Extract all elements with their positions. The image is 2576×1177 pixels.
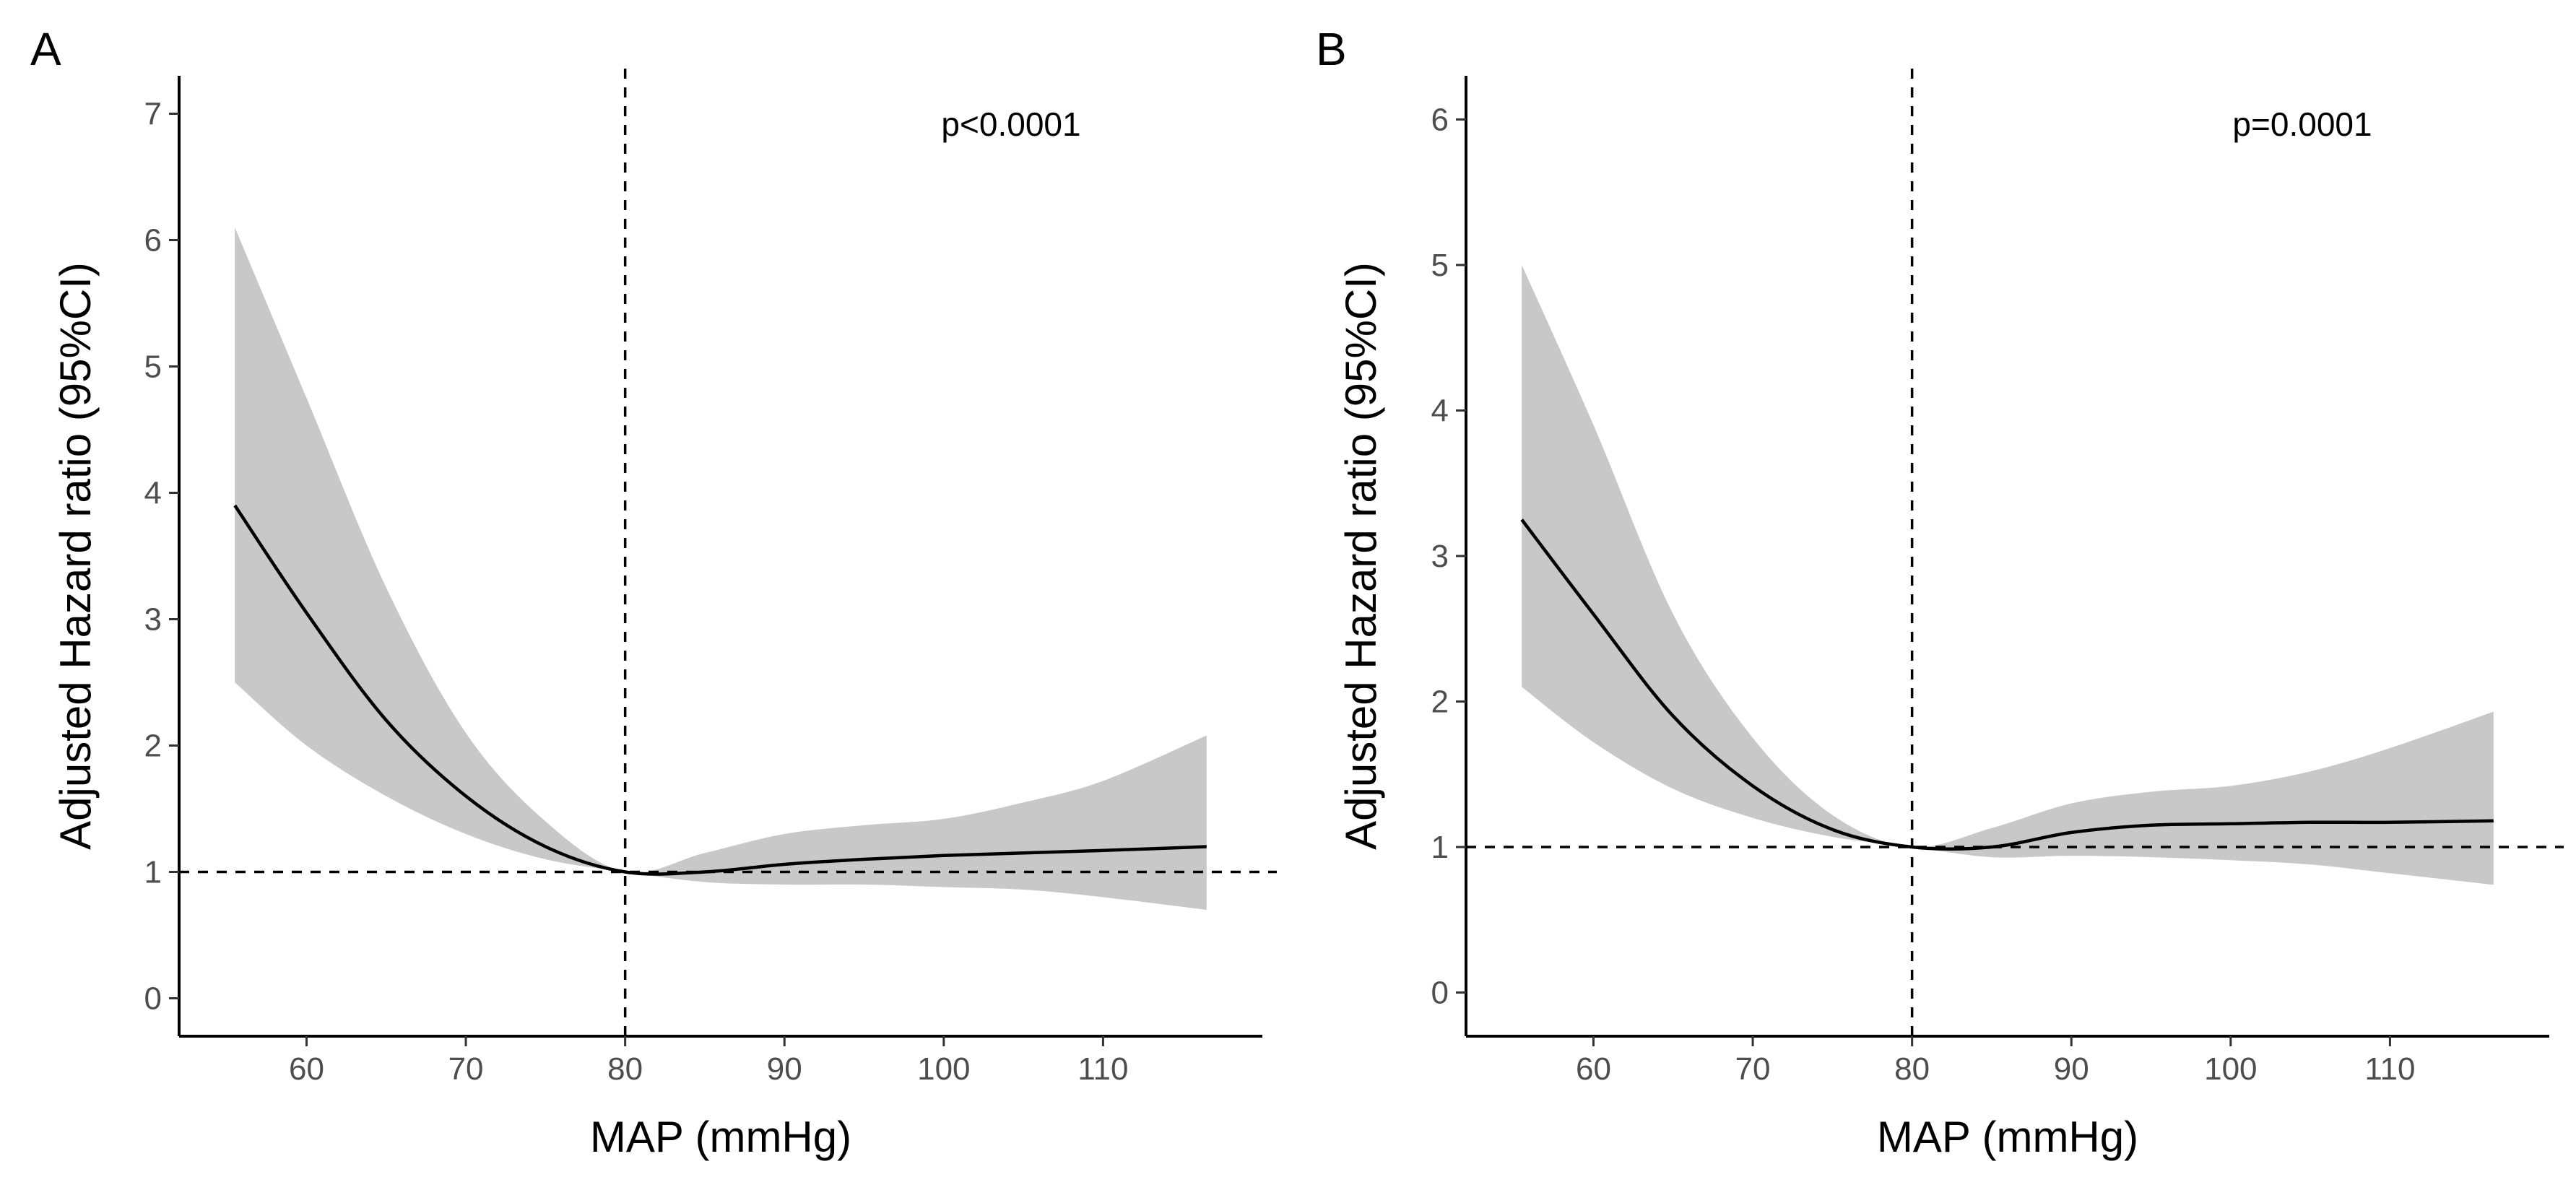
y-tick-label: 4 xyxy=(144,476,162,511)
y-axis-title: Adjusted Hazard ratio (95%CI) xyxy=(1337,262,1385,850)
y-tick-label: 0 xyxy=(144,981,162,1017)
y-tick-label: 1 xyxy=(1431,830,1449,865)
x-tick-label: 100 xyxy=(2204,1051,2257,1087)
y-tick-label: 5 xyxy=(1431,248,1449,283)
x-axis-title: MAP (mmHg) xyxy=(590,1113,851,1161)
y-tick-label: 4 xyxy=(1431,393,1449,428)
confidence-band xyxy=(1522,265,2494,885)
p-value-annotation: p<0.0001 xyxy=(941,105,1080,143)
x-tick-label: 60 xyxy=(289,1051,324,1087)
y-tick-label: 6 xyxy=(1431,102,1449,137)
panel-b: B 0 1 2 3 4 5 6 60 70 80 90 100 110 MAP (mmHg) Adjusted… xyxy=(1316,23,2564,1161)
panel-letter: B xyxy=(1316,23,1347,75)
x-tick-label: 60 xyxy=(1576,1051,1611,1087)
x-tick-label: 100 xyxy=(917,1051,970,1087)
x-tick-label: 70 xyxy=(448,1051,484,1087)
x-axis-title: MAP (mmHg) xyxy=(1877,1113,2138,1161)
y-tick-label: 2 xyxy=(144,729,162,764)
panel-letter: A xyxy=(30,23,61,75)
y-tick-label: 6 xyxy=(144,223,162,259)
x-tick-label: 90 xyxy=(2054,1051,2089,1087)
confidence-band xyxy=(235,227,1207,910)
y-tick-label: 2 xyxy=(1431,685,1449,720)
p-value-annotation: p=0.0001 xyxy=(2232,105,2372,143)
x-tick-label: 90 xyxy=(767,1051,802,1087)
y-tick-label: 3 xyxy=(144,602,162,638)
panel-a: A 0 1 2 3 4 5 6 7 60 70 80 90 100 110 MAP (mmHg) Adjuste… xyxy=(30,23,1277,1161)
hazard-ratio-line xyxy=(233,504,1207,876)
y-tick-label: 7 xyxy=(144,97,162,132)
y-tick-label: 5 xyxy=(144,349,162,385)
x-tick-label: 110 xyxy=(1077,1051,1128,1087)
x-tick-label: 80 xyxy=(607,1051,643,1087)
x-tick-label: 80 xyxy=(1894,1051,1930,1087)
y-axis-title: Adjusted Hazard ratio (95%CI) xyxy=(51,262,100,850)
x-tick-label: 70 xyxy=(1735,1051,1771,1087)
x-tick-label: 110 xyxy=(2364,1051,2415,1087)
hazard-ratio-line xyxy=(1520,518,2494,851)
y-tick-label: 3 xyxy=(1431,539,1449,574)
y-tick-label: 0 xyxy=(1431,976,1449,1011)
y-tick-label: 1 xyxy=(144,855,162,890)
